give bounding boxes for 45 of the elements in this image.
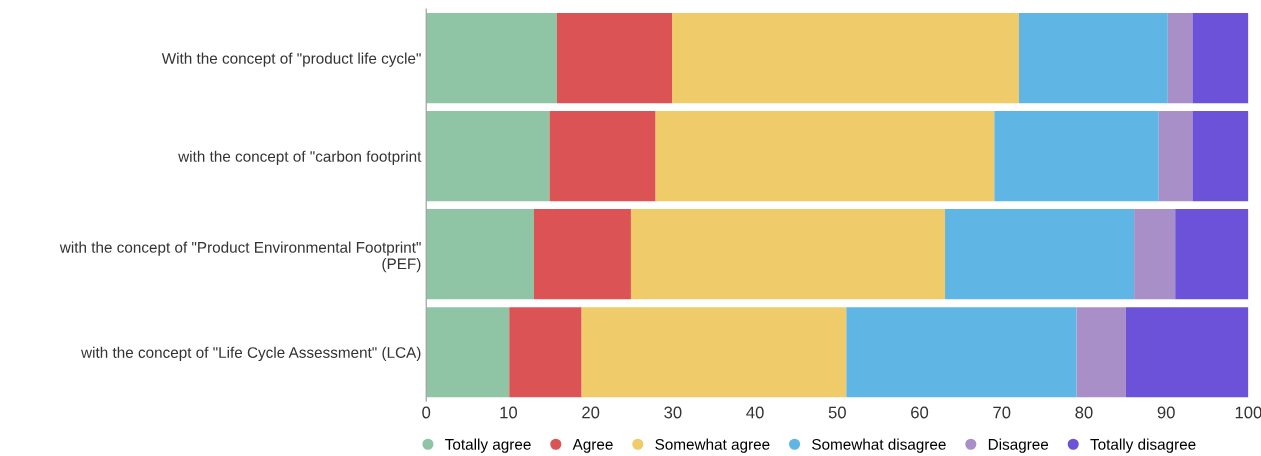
bar (1125, 307, 1249, 398)
x-tick-label: 70 (993, 406, 1011, 419)
x-tick-label: 20 (582, 406, 600, 419)
bar (556, 13, 673, 104)
bar (533, 209, 631, 300)
x-tick-label: 60 (911, 406, 929, 419)
y-tick-label: with the concept of "Product Environmental Footprint" (PEF) (59, 241, 421, 273)
x-tick-label: 40 (746, 406, 764, 419)
y-tick-label: with the concept of "carbon footprint (178, 150, 422, 165)
bar (994, 111, 1159, 202)
x-tick-label: 50 (828, 406, 846, 419)
bar (426, 111, 550, 202)
y-tick-label: With the concept of "product life cycle" (161, 52, 421, 67)
bar (426, 307, 510, 398)
bar (846, 307, 1077, 398)
legend-label: Disagree (988, 438, 1049, 453)
bar (630, 209, 946, 300)
legend-label: Agree (572, 439, 613, 453)
bar (1192, 111, 1249, 202)
bar (1167, 13, 1193, 104)
bar (1019, 13, 1168, 104)
x-tick-label: 30 (664, 406, 682, 419)
bar (426, 209, 534, 300)
bar (509, 307, 582, 398)
bar (945, 209, 1135, 300)
bar (581, 307, 847, 398)
x-tick-label: 80 (1075, 406, 1093, 419)
x-tick-label: 10 (500, 406, 518, 419)
bar (1076, 307, 1126, 398)
x-tick-label: 100 (1235, 406, 1261, 419)
y-tick-label: with the concept of "Life Cycle Assessment" (LCA) (81, 346, 421, 361)
bar (672, 13, 1019, 104)
bar (1134, 209, 1176, 300)
x-tick-label: 90 (1157, 406, 1175, 419)
bar (549, 111, 656, 202)
legend-label: Totally disagree (1090, 438, 1196, 453)
legend-label: Somewhat agree (655, 438, 770, 453)
x-tick-label: 0 (422, 406, 431, 419)
bar (655, 111, 995, 202)
bar (1158, 111, 1193, 202)
bar (1192, 13, 1249, 104)
legend-label: Somewhat disagree (812, 438, 946, 453)
legend-label: Totally agree (445, 438, 531, 453)
bar (426, 13, 557, 104)
bar (1175, 209, 1249, 300)
